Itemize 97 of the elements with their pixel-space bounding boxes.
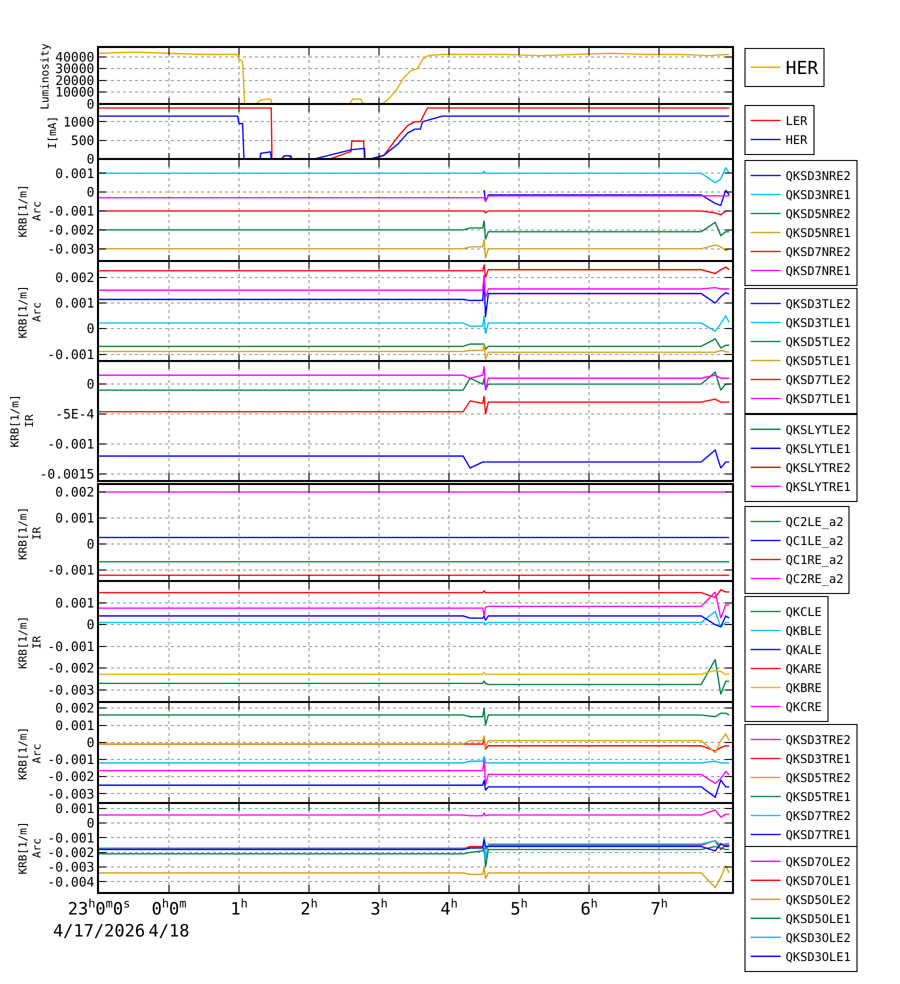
y-tick-label: -0.001 xyxy=(47,564,94,579)
legend-label: QC2LE_a2 xyxy=(786,515,844,530)
legend-label: QKCRE xyxy=(786,700,822,714)
legend-label: QKSLYTRE1 xyxy=(786,480,851,494)
y-axis-title: KRB[1/m] Arc xyxy=(16,727,44,780)
y-tick-label: 0.001 xyxy=(55,166,94,182)
x-tick-label: 1$^{h}$ xyxy=(230,896,248,920)
y-tick-label: -0.001 xyxy=(47,348,94,363)
legend-label: QKSLYTRE2 xyxy=(786,460,851,475)
y-tick-label: -0.004 xyxy=(47,875,95,890)
legend-label: QKSD5NRE1 xyxy=(786,226,851,240)
y-axis-title: I[mA] xyxy=(46,116,60,150)
y-tick-label: 0 xyxy=(86,322,94,338)
y-tick-label: -0.003 xyxy=(47,683,94,698)
y-tick-label: -0.002 xyxy=(47,662,94,677)
y-tick-label: 0 xyxy=(86,816,94,832)
legend-label: QKSD7TLE2 xyxy=(786,373,851,388)
y-tick-label: -0.001 xyxy=(47,438,94,453)
legend-label: QKSD3TLE2 xyxy=(786,297,851,312)
y-axis-title: KRB[1/m] Arc xyxy=(16,184,44,238)
legend-label: QC1LE_a2 xyxy=(786,534,844,548)
legend-label: QC1RE_a2 xyxy=(786,553,844,568)
legend-label: QKSD5OLE2 xyxy=(786,893,851,907)
legend-label: QKSD5TRE1 xyxy=(786,790,851,804)
legend-label: QKSD7TRE2 xyxy=(786,809,851,824)
y-tick-label: 0.001 xyxy=(55,596,94,612)
legend-label: QKBRE xyxy=(786,681,822,696)
legend-label: QC2RE_a2 xyxy=(786,572,844,586)
y-tick-label: -0.001 xyxy=(47,204,94,220)
y-tick-label: -0.0015 xyxy=(40,468,94,483)
legend-label: QKSD3OLE2 xyxy=(786,931,851,945)
legend-label: QKCLE xyxy=(786,605,822,620)
y-tick-label: -0.001 xyxy=(47,640,94,655)
y-tick-label: 0.001 xyxy=(55,512,94,527)
y-tick-label: -0.002 xyxy=(47,223,94,238)
y-tick-label: 1000 xyxy=(63,115,94,130)
legend-label: QKSD3NRE1 xyxy=(786,188,851,202)
legend-label: QKSD3OLE1 xyxy=(786,950,851,964)
y-tick-label: 0.001 xyxy=(55,718,94,734)
y-tick-label: -0.001 xyxy=(47,831,94,846)
y-axis-title: KRB[1/m] IR xyxy=(8,394,36,448)
legend-label: QKSD5OLE1 xyxy=(786,912,851,926)
legend-label: QKSD5TLE1 xyxy=(786,354,851,368)
y-tick-label: -0.003 xyxy=(47,242,94,258)
y-tick-label: -0.003 xyxy=(47,787,94,802)
legend-label: QKSD3TRE1 xyxy=(786,752,851,766)
y-tick-label: 0 xyxy=(86,186,94,201)
legend-label: QKSD3NRE2 xyxy=(786,169,851,184)
legend-label: QKSD3TLE1 xyxy=(786,316,851,330)
y-axis-title: KRB[1/m] IR xyxy=(16,507,44,560)
legend-label: QKSD7NRE2 xyxy=(786,245,851,260)
y-tick-label: -0.003 xyxy=(47,860,94,876)
legend-label: QKSD3TRE2 xyxy=(786,733,851,748)
y-tick-label: 0.001 xyxy=(55,802,94,817)
y-tick-label: 0.002 xyxy=(55,270,94,286)
legend-label: QKSD7TLE1 xyxy=(786,392,851,406)
legend-label: QKBLE xyxy=(786,624,822,638)
legend-label: QKSD5TRE2 xyxy=(786,771,851,786)
y-tick-label: -0.002 xyxy=(47,770,94,786)
x-tick-label: 6$^{h}$ xyxy=(580,896,598,920)
legend-label: QKSLYTLE1 xyxy=(786,442,851,456)
legend-label: LER xyxy=(786,114,808,128)
legend-label: QKSD5TLE2 xyxy=(786,335,851,350)
y-tick-label: 0.002 xyxy=(55,486,94,501)
x-tick-label: 3$^{h}$ xyxy=(370,896,388,920)
x-tick-label: 5$^{h}$ xyxy=(510,896,528,920)
y-tick-label: 0.001 xyxy=(55,296,94,312)
legend-label: QKSD7OLE2 xyxy=(786,855,851,869)
y-tick-label: 0.002 xyxy=(55,702,94,717)
legend-label: QKARE xyxy=(786,662,822,676)
y-tick-label: -0.001 xyxy=(47,753,94,768)
y-tick-label: -5E-4 xyxy=(55,408,95,423)
y-tick-label: 0 xyxy=(86,618,94,634)
x-tick-label: 0$^{h}$0$^{m}$ 4/18 xyxy=(148,896,190,942)
y-axis-title: KRB[1/m] Arc xyxy=(16,822,44,874)
y-tick-label: 0 xyxy=(86,97,94,112)
y-tick-label: 0 xyxy=(86,378,94,393)
y-tick-label: 0 xyxy=(86,538,94,553)
legend-label: QKSD7NRE1 xyxy=(786,264,851,278)
y-tick-label: 0 xyxy=(86,152,94,168)
y-axis-title: Luminosity xyxy=(38,43,52,110)
x-tick-label: 7$^{h}$ xyxy=(650,896,668,920)
legend-label: QKSD7OLE1 xyxy=(786,874,851,888)
legend-label: HER xyxy=(786,58,818,80)
x-tick-label: 23$^{h}$0$^{m}$0$^{s}$ 4/17/2026 xyxy=(52,896,146,942)
y-axis-title: KRB[1/m] IR xyxy=(16,616,44,669)
legend-label: QKALE xyxy=(786,643,822,658)
x-tick-label: 2$^{h}$ xyxy=(300,896,318,920)
y-tick-label: 0 xyxy=(86,736,94,751)
y-tick-label: 500 xyxy=(70,134,94,149)
y-axis-title: KRB[1/m] Arc xyxy=(16,286,44,338)
legend-label: QKSLYTLE2 xyxy=(786,422,851,437)
x-tick-label: 4$^{h}$ xyxy=(440,896,458,920)
y-tick-label: -0.002 xyxy=(47,846,94,861)
legend-label: QKSD7TRE1 xyxy=(786,828,851,842)
legend-label: QKSD5NRE2 xyxy=(786,207,851,222)
legend-label: HER xyxy=(786,133,808,148)
